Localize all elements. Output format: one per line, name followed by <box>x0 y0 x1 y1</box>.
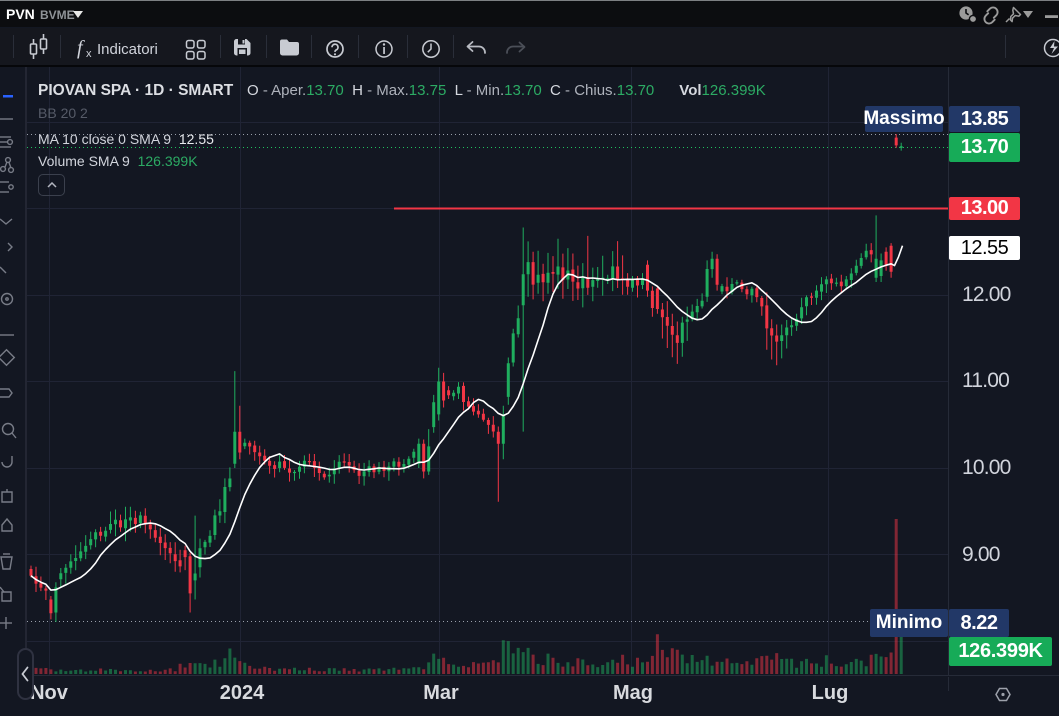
svg-text:f: f <box>77 37 85 59</box>
svg-text:x: x <box>86 48 92 60</box>
svg-text:Indicatori: Indicatori <box>97 41 158 58</box>
